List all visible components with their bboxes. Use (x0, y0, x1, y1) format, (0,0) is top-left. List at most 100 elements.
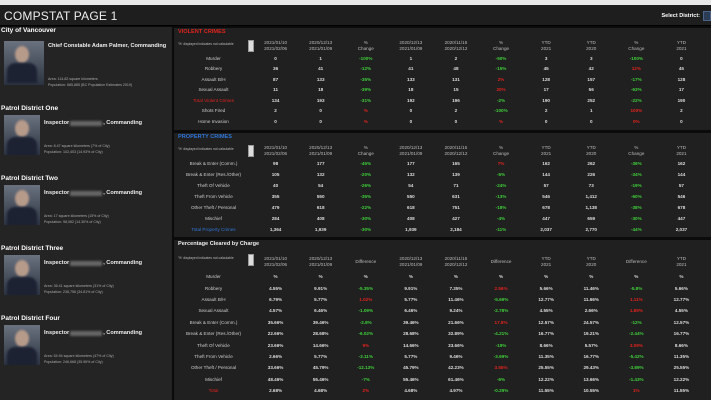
cell-value: 16.77% (538, 331, 554, 337)
row-label: Assault B/H (201, 296, 226, 302)
header-line-1: YTD (586, 144, 596, 150)
photo-head (15, 46, 29, 63)
header-line-1: YTD (541, 39, 551, 45)
table-row: Murder%%%%%%%%%% (174, 271, 704, 282)
header-line-2: 2021/02/06 (264, 150, 288, 156)
area-text: Area: 54.94 square kilometers (47% of Ci… (44, 354, 114, 358)
note-scrollbar[interactable] (248, 254, 254, 266)
header-line-2: 2021/01/09 (309, 45, 333, 51)
table-row: Assault B/H 6.79% 5.77% 1.02% 5.77% 11.46% -5.… (174, 294, 704, 305)
table-row: Other Theft / Personal 479 618 -22% 618 751 -1… (174, 202, 704, 213)
cell-value: 131 (452, 76, 460, 82)
header-line-1: 2020/12/13 (309, 144, 333, 150)
section-title: PROPERTY CRIMES (178, 134, 232, 140)
cell-value: 133 (407, 76, 415, 82)
cell-value: 162 (542, 161, 550, 166)
header-line-2: 2021/02/06 (264, 45, 288, 51)
cell-value: 41 (408, 66, 414, 72)
row-label: Theft From Vehicle (194, 353, 233, 359)
row-label: Break & Enter (Comm.) (189, 319, 238, 325)
cell-value: 2,770 (585, 227, 597, 232)
header-line-2: 2021 (541, 150, 552, 156)
cell-value: 11.46% (583, 285, 599, 291)
cell-value: -44% (630, 227, 642, 232)
cell-value: 17 (678, 87, 684, 93)
cell-value: 133 (316, 76, 325, 82)
cell-value: 1,138 (585, 205, 597, 210)
district-select[interactable] (703, 11, 711, 21)
cell-value: 6.46% (314, 308, 328, 314)
header-line-2: Change (357, 150, 374, 156)
row-label: Total Violent Crimes (193, 97, 234, 103)
table-row: Mischief 48.46% 55.46% -7% 55.46% 61.46% -6% 12… (174, 374, 704, 385)
header-line-2: Change (628, 150, 645, 156)
district-name: Patrol District Three (1, 245, 64, 252)
section-title: Percentage Cleared by Charge (178, 241, 260, 247)
row-label: Break & Enter (Res./Other) (185, 331, 242, 337)
cell-value: -45% (360, 161, 372, 166)
district-card: Patrol District Two Inspector , Commanding… (0, 175, 172, 245)
cell-value: 0 (409, 118, 413, 124)
header-line-1: 2020/12/13 (399, 144, 423, 150)
cell-value: 2.56% (494, 285, 508, 291)
cell-value: 39.46% (403, 319, 419, 325)
cell-value: 45.79% (403, 365, 419, 371)
row-label: Sexual Assault (198, 87, 229, 93)
column-header: 2020/11/15 2020/12/12 (433, 252, 478, 271)
area-text: Area: 114.82 square kilometers (48, 77, 98, 81)
cell-value: 3.55% (494, 365, 508, 371)
redacted-name (70, 260, 103, 266)
column-header: 2021/01/10 2021/02/06 (253, 38, 298, 53)
table-row: Theft From Vehicle 2.66% 5.77% -3.11% 5.77% 9… (174, 351, 704, 362)
cell-value: 54 (318, 183, 324, 188)
note-scrollbar[interactable] (248, 40, 254, 52)
cell-value: 447 (542, 216, 550, 221)
cell-value: 0 (454, 118, 458, 124)
cell-value: 1 (589, 108, 593, 114)
photo-head (15, 120, 29, 137)
cell-value: 2 (454, 55, 458, 61)
district-info: Area: 17 square kilometers (15% of City)… (44, 213, 109, 225)
commander-photo (4, 255, 40, 295)
cell-value: 73 (588, 183, 594, 188)
commander-name: Inspector , Commanding (44, 330, 142, 336)
cell-value: 0 (319, 118, 322, 124)
cell-value: 2% (497, 76, 505, 82)
column-header: % Change (614, 38, 659, 53)
population-text: Population: 98,062 (14.30% of City) (44, 220, 101, 224)
row-label: Home Invasion (198, 118, 229, 124)
area-text: Area: 36.41 square kilometers (31% of Ci… (44, 284, 114, 288)
cell-value: 105 (271, 172, 280, 177)
cell-value: -30% (360, 216, 372, 221)
header-line-1: 2020/11/15 (444, 255, 468, 261)
cell-value: 252 (587, 97, 596, 103)
page-title: COMPSTAT PAGE 1 (4, 9, 118, 23)
header-line-1: 2020/12/13 (309, 39, 333, 45)
cell-value: 21.66% (448, 319, 464, 325)
cell-value: 5.66% (674, 285, 688, 291)
cell-value: 0 (319, 108, 322, 114)
district-info: Area: 8.47 square kilometers (7% of City… (44, 143, 110, 155)
cell-value: -36% (630, 161, 642, 166)
cell-value: 54 (408, 183, 414, 188)
cell-value: 1,939 (405, 227, 417, 232)
cell-value: 57 (543, 183, 549, 188)
commander-photo (4, 115, 40, 155)
commander-rank: Inspector (44, 120, 70, 126)
cell-value: 71 (453, 183, 459, 188)
population-note: (BC Population Estimates 2019) (80, 83, 133, 87)
cell-value: 28.68% (312, 331, 329, 337)
cell-value: 7% (497, 161, 505, 166)
cell-value: 2.66% (584, 308, 598, 314)
cell-value: 33.66% (448, 342, 464, 348)
header-line-2: 2021/02/06 (264, 261, 288, 267)
note-scrollbar[interactable] (248, 145, 254, 157)
cell-value: 32.89% (448, 331, 464, 337)
cell-value: -15% (495, 66, 507, 72)
cell-value: 20% (496, 87, 506, 93)
population-text: Population: 685,885 (BC Population Estim… (48, 83, 133, 87)
cell-value: -30% (630, 216, 642, 221)
photo-head (15, 330, 29, 347)
table-row: Home Invasion 0 0% 0 0% 0 0 0% 0 (174, 116, 704, 127)
header-line-1: 2021/01/10 (264, 144, 288, 150)
